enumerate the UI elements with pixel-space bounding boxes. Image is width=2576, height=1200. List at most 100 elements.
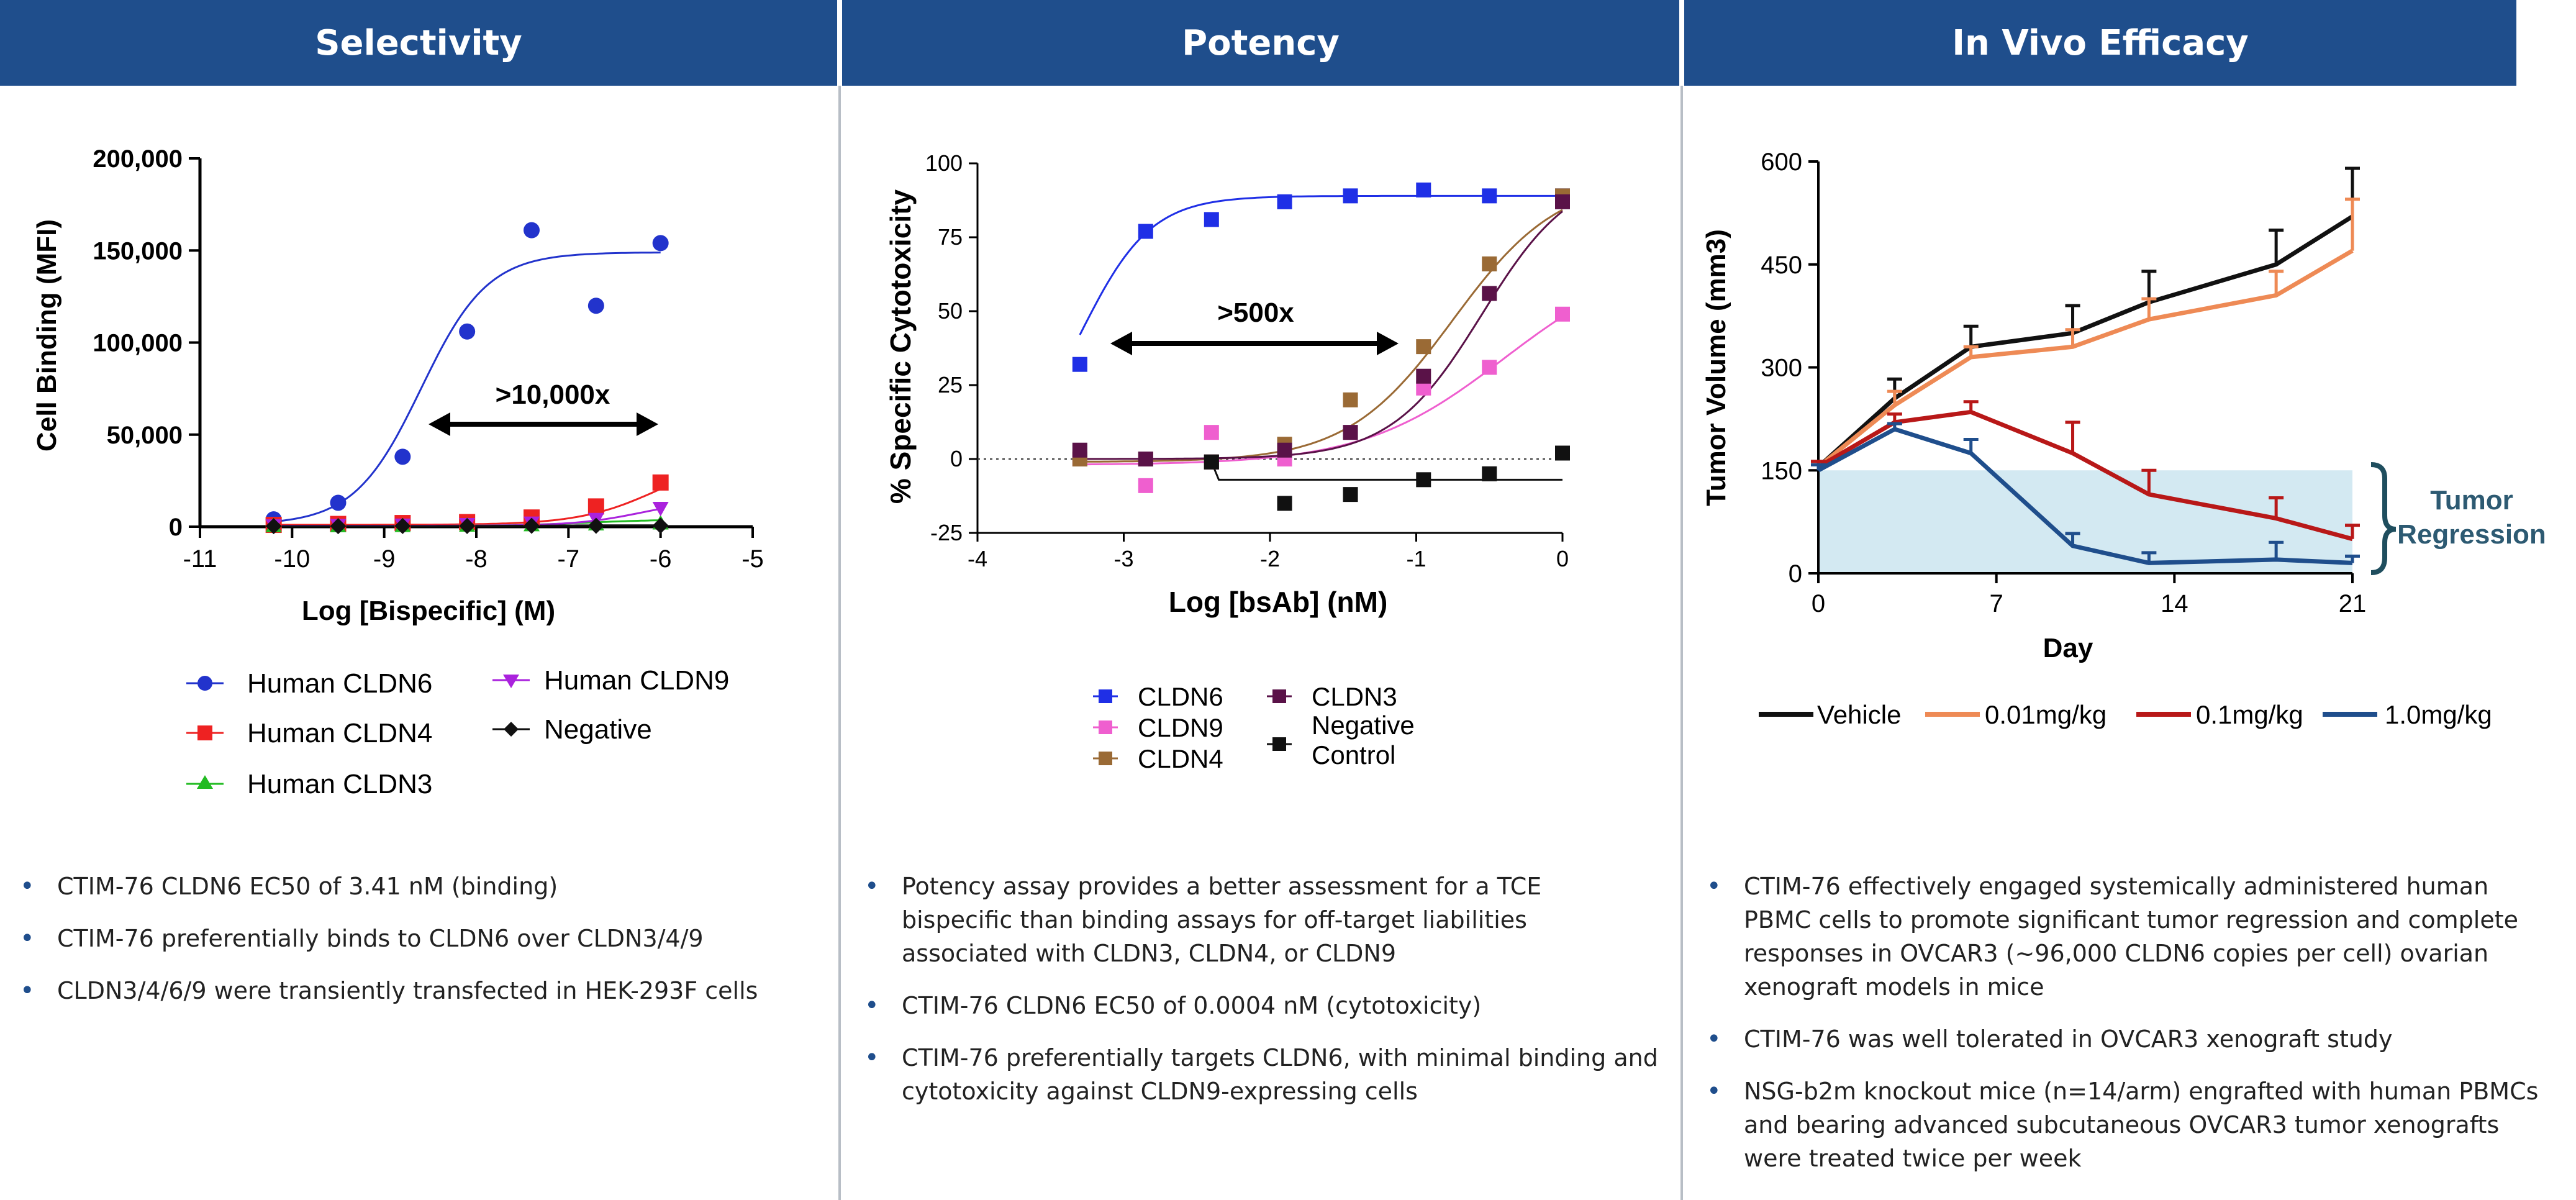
bullet-item: NSG-b2m knockout mice (n=14/arm) engraft… (1707, 1075, 2539, 1175)
data-point (652, 474, 669, 491)
bullet-item: CTIM-76 CLDN6 EC50 of 3.41 nM (binding) (20, 870, 827, 903)
data-point (1204, 425, 1219, 440)
legend-marker (1099, 752, 1112, 765)
x-tick-label: -9 (373, 545, 396, 573)
data-point (1277, 496, 1292, 511)
x-tick-label: -11 (183, 545, 217, 573)
y-tick-label: 150 (1761, 457, 1802, 484)
y-tick-label: -25 (930, 520, 963, 545)
data-point (1416, 472, 1431, 488)
potency-fold-label: >500x (1217, 298, 1294, 328)
arrowhead-left (429, 412, 450, 436)
legend-label: CLDN6 (1138, 682, 1223, 711)
data-point (524, 222, 540, 239)
y-tick-label: 450 (1761, 252, 1802, 279)
potency-chart: -4 -3 -2 -1 0 -25 0 25 50 75 100 >500x Log [bsAb] … (884, 150, 1570, 773)
data-point (1072, 357, 1087, 372)
legend-marker (1099, 689, 1112, 703)
efficacy-chart: 0 7 14 21 0 150 300 450 600 Tumor Regression Day… (1701, 148, 2546, 729)
regression-zone (1818, 470, 2352, 573)
data-point (587, 498, 604, 515)
legend-label: CLDN3 (1312, 682, 1397, 711)
data-point (587, 517, 604, 534)
data-point (652, 501, 669, 517)
potency-bullets: Potency assay provides a better assessme… (864, 870, 1659, 1127)
efficacy-y-label: Tumor Volume (mm3) (1701, 229, 1731, 506)
data-point (1343, 425, 1358, 440)
bullet-item: CTIM-76 preferentially targets CLDN6, wi… (864, 1041, 1659, 1108)
y-tick-label: 50 (938, 298, 963, 324)
data-point (1555, 445, 1570, 461)
y-tick-label: 50,000 (107, 422, 183, 449)
arrowhead-right (637, 412, 658, 436)
bullet-item: CTIM-76 was well tolerated in OVCAR3 xen… (1707, 1022, 2539, 1056)
potency-y-label: % Specific Cytotoxicity (884, 189, 917, 504)
legend-label: Human CLDN4 (247, 718, 432, 748)
efficacy-x-label: Day (2043, 633, 2093, 663)
panel-title: In Vivo Efficacy (1952, 22, 2249, 63)
x-tick-label: 14 (2161, 590, 2188, 617)
data-point (1277, 194, 1292, 209)
x-tick-label: -7 (558, 545, 580, 573)
regression-label: Tumor (2430, 485, 2513, 516)
data-point (1482, 360, 1497, 375)
legend-label: Human CLDN9 (544, 665, 729, 696)
header-selectivity: Selectivity (0, 0, 837, 86)
bullet-item: CTIM-76 effectively engaged systemically… (1707, 870, 2539, 1004)
data-point (1482, 466, 1497, 481)
x-tick-label: 0 (1812, 590, 1825, 617)
data-point (330, 518, 347, 535)
data-point (1138, 224, 1153, 239)
legend-label: Human CLDN6 (247, 668, 432, 699)
panel-divider (838, 86, 841, 1200)
panel-divider (1680, 86, 1683, 1200)
y-tick-label: 100,000 (93, 330, 183, 357)
legend-label: Control (1312, 740, 1395, 770)
legend-label: 0.1mg/kg (2196, 700, 2303, 729)
selectivity-fold-label: >10,000x (496, 380, 610, 410)
x-tick-label: -4 (968, 546, 987, 571)
selectivity-legend: Human CLDN6 Human CLDN4 Human CLDN3 Huma… (186, 665, 729, 799)
x-tick-label: 7 (1990, 590, 2003, 617)
data-point (1555, 306, 1570, 322)
potency-legend: CLDN6 CLDN9 CLDN4 CLDN3 Negative Control (1093, 682, 1415, 773)
data-point (1072, 442, 1087, 458)
data-point (1343, 487, 1358, 502)
data-point (1343, 392, 1358, 407)
legend-label: Human CLDN3 (247, 769, 432, 799)
x-tick-label: -3 (1113, 546, 1133, 571)
data-point (1138, 452, 1153, 466)
data-point (1482, 256, 1497, 271)
y-tick-label: 300 (1761, 355, 1802, 382)
selectivity-y-label: Cell Binding (MFI) (32, 219, 62, 452)
x-tick-label: -5 (742, 545, 764, 573)
data-point (1277, 442, 1292, 458)
y-tick-label: 100 (925, 150, 963, 176)
fit-curve (1079, 209, 1563, 463)
legend-label: Negative (1312, 711, 1415, 740)
data-point (524, 517, 540, 534)
legend-label: 0.01mg/kg (1985, 700, 2107, 729)
data-point (330, 494, 347, 511)
data-point (394, 448, 411, 465)
y-tick-label: 0 (1789, 560, 1802, 588)
legend-label: CLDN9 (1138, 713, 1223, 742)
legend-marker-tri-down (503, 675, 519, 688)
data-point (394, 517, 411, 534)
data-point (652, 235, 669, 252)
x-tick-label: -2 (1260, 546, 1280, 571)
data-point (459, 323, 476, 340)
y-tick-label: 200,000 (93, 145, 183, 173)
data-point (459, 517, 476, 534)
header-potency: Potency (842, 0, 1679, 86)
data-point (587, 298, 604, 314)
data-point (1416, 339, 1431, 355)
legend-marker-triangle (197, 775, 213, 789)
arrowhead-right (1377, 332, 1399, 355)
legend-label: CLDN4 (1138, 744, 1223, 773)
data-point (1555, 194, 1570, 209)
legend-label: Vehicle (1817, 700, 1901, 729)
data-point (1482, 188, 1497, 204)
legend-label: Negative (544, 714, 652, 745)
fit-curve (1079, 211, 1563, 460)
